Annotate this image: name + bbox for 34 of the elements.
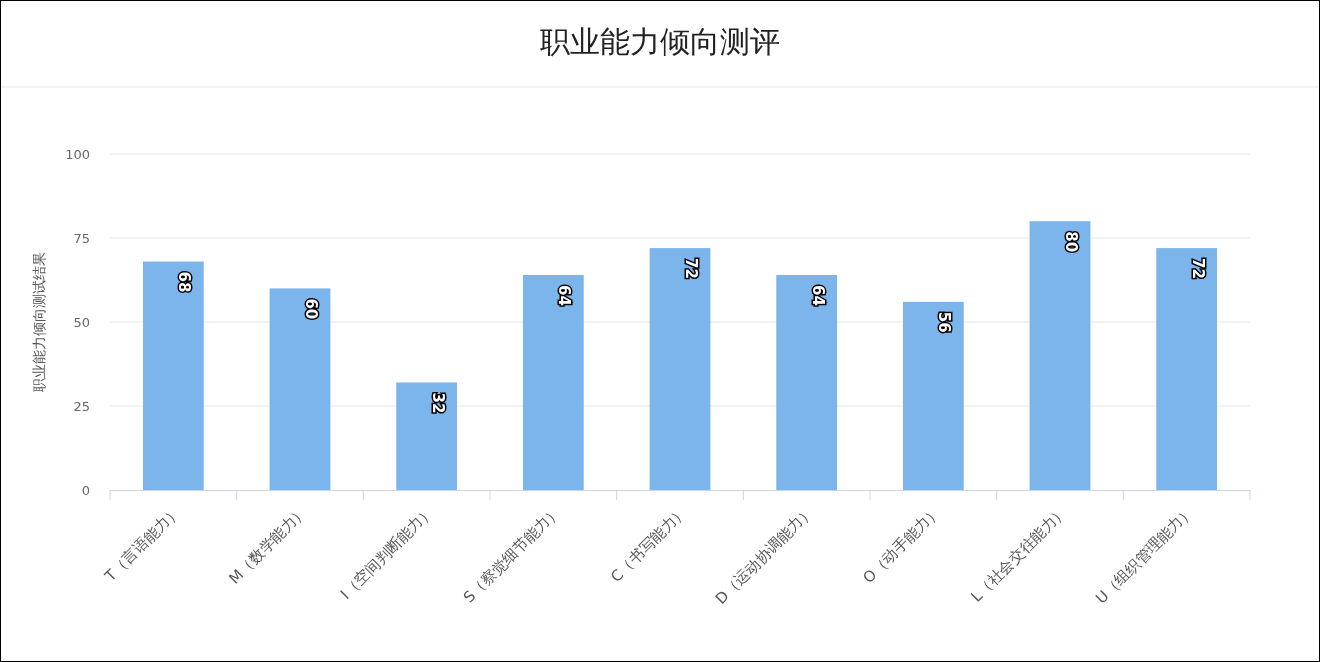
- x-tick-label: C（书写能力）: [607, 502, 691, 586]
- x-tick-label: T（言语能力）: [100, 502, 185, 586]
- bar: [902, 301, 964, 490]
- y-axis-title: 职业能力倾向测试结果: [31, 252, 47, 392]
- data-label: 56: [935, 311, 954, 333]
- x-tick-label: D（运动协调能力）: [711, 502, 818, 608]
- bar: [396, 382, 458, 490]
- x-tick-label: L（社会交往能力）: [967, 502, 1071, 606]
- bar: [269, 288, 331, 490]
- x-tick-label: O（动手能力）: [859, 502, 945, 587]
- x-tick-label: I（空间判断能力）: [336, 502, 438, 603]
- data-label: 32: [428, 392, 447, 414]
- data-label: 68: [175, 271, 194, 293]
- data-label: 72: [682, 258, 700, 279]
- bar: [776, 274, 838, 490]
- bar: [1029, 221, 1091, 490]
- data-label: 60: [302, 298, 320, 320]
- chart-title: 职业能力倾向测评: [540, 24, 780, 59]
- data-label: 80: [1062, 231, 1080, 253]
- y-tick-label: 25: [73, 399, 90, 414]
- data-label: 64: [808, 284, 827, 306]
- data-label: 64: [555, 284, 574, 306]
- x-tick-label: U（组织管理能力）: [1092, 502, 1198, 608]
- x-tick-label: M（数学能力）: [225, 502, 311, 588]
- y-tick-label: 75: [73, 231, 90, 246]
- x-tick-label: S（察觉细节能力）: [459, 502, 565, 607]
- bar: [522, 274, 584, 490]
- y-tick-label: 50: [73, 315, 90, 330]
- y-tick-label: 0: [81, 483, 90, 498]
- y-tick-label: 100: [65, 147, 90, 162]
- data-label: 72: [1188, 258, 1207, 279]
- bar: [142, 261, 204, 490]
- bar: [1156, 248, 1218, 490]
- bar: [649, 248, 711, 490]
